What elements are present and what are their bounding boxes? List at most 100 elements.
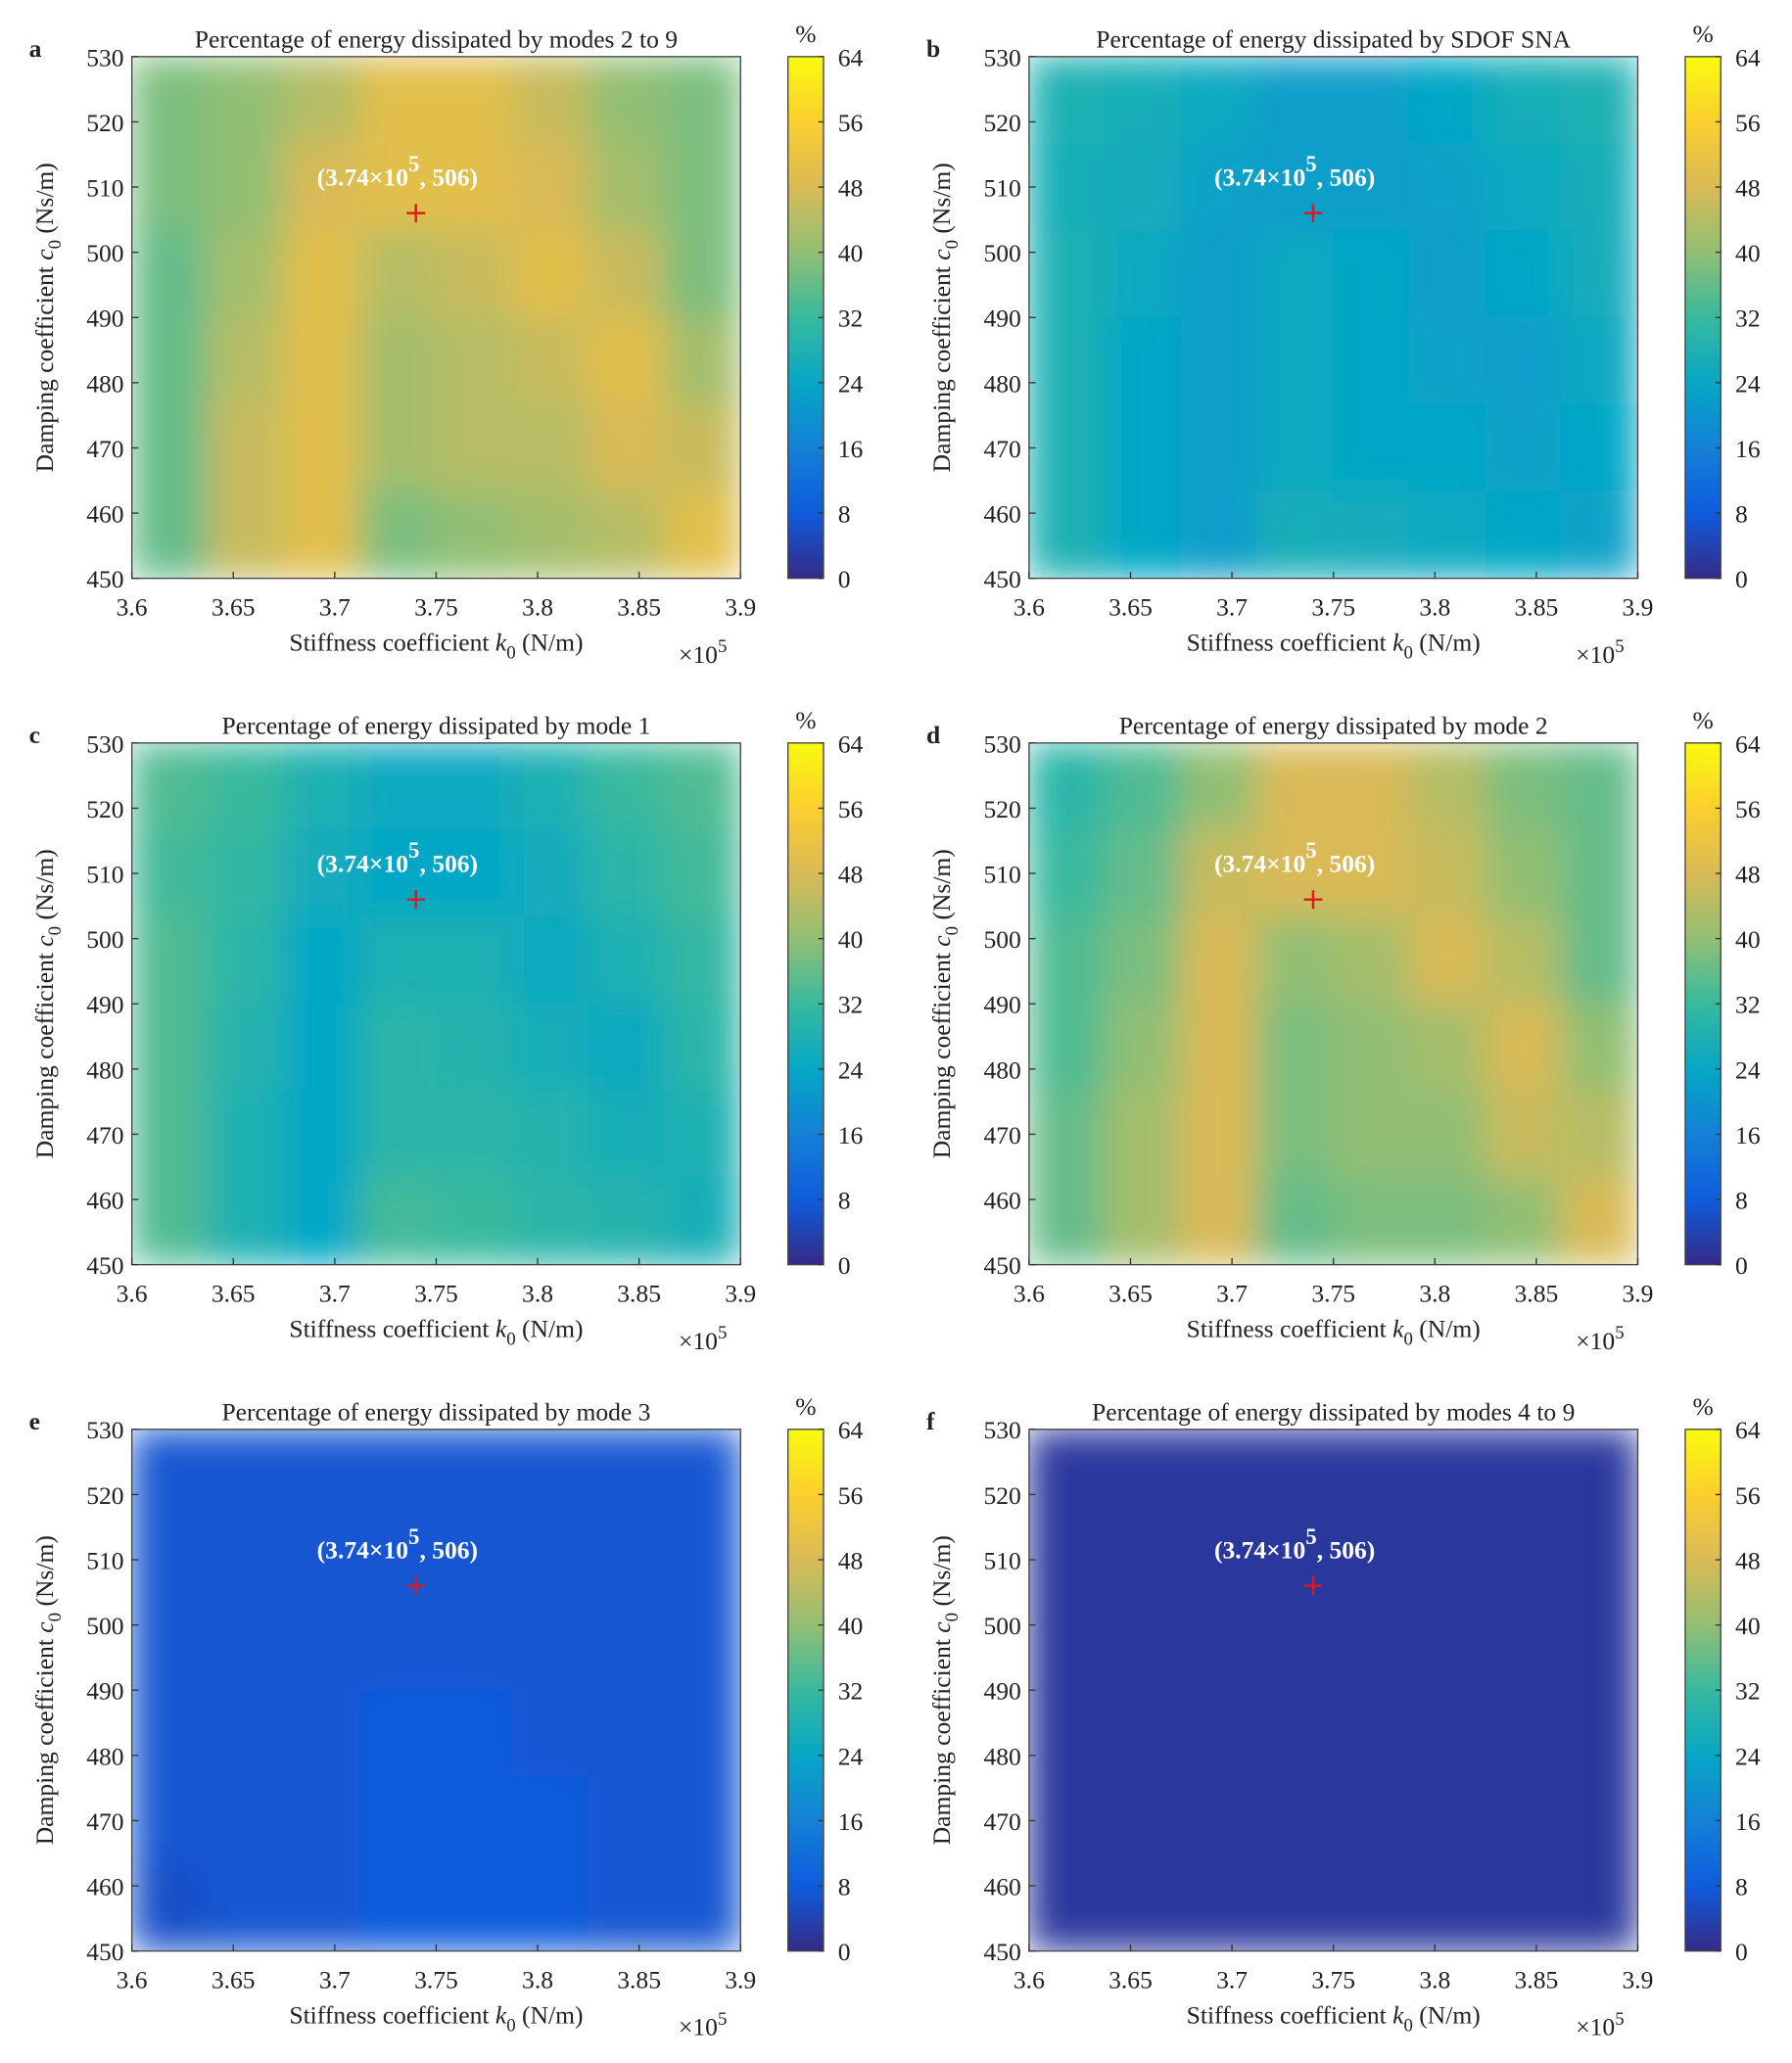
heatmap-cell [435,828,513,918]
x-axis-label-unit: (N/m) [1413,2001,1481,2030]
colorbar-tick-label: 0 [1735,1938,1748,1966]
x-axis-label-sub: 0 [1403,2016,1412,2037]
heatmap-cell [511,1090,589,1179]
colorbar-tick-label: 64 [1735,1416,1761,1444]
heatmap-cell [283,828,361,918]
heatmap-cell [1333,915,1411,1005]
heatmap-cell [207,1863,285,1951]
heatmap-cells [1028,742,1638,1265]
heatmap-cell [1485,915,1563,1005]
colorbar-tick-label: 48 [838,1546,864,1574]
colorbar-tick-label: 56 [838,795,864,823]
heatmap-cell [663,1602,741,1691]
annotation-sup: 5 [408,1524,419,1549]
heatmap-cell [435,142,513,232]
x-tick-label: 3.75 [1311,1279,1355,1307]
heatmap-cell [1180,1689,1258,1778]
x-tick-label: 3.8 [1419,592,1450,621]
heatmap-cell [283,1003,361,1092]
heatmap-cell [1104,1090,1182,1179]
heatmap-cell [663,742,741,831]
heatmap-cell [131,491,210,579]
y-tick-label: 490 [983,991,1020,1019]
x-tick-label: 3.75 [1311,592,1355,621]
x-axis-label-var: k [1392,2001,1404,2030]
y-tick-label: 530 [983,1416,1020,1444]
heatmap-cell [1333,742,1411,831]
heatmap-cell [1104,742,1182,831]
heatmap-cell [1485,229,1563,318]
x-axis-label-var: k [495,1315,507,1343]
x-tick-label: 3.7 [1216,1965,1248,1993]
colorbar-tick-label: 56 [1735,795,1761,823]
x-tick-label: 3.75 [414,592,458,621]
x-tick-label: 3.85 [1515,1965,1559,1993]
heatmap-cell [131,1429,210,1518]
heatmap-cell [207,1602,285,1691]
colorbar-tick-label: 32 [1735,1677,1761,1706]
y-tick-label: 460 [86,1186,123,1214]
heatmap-cell [1408,1177,1486,1265]
heatmap-cell [1333,56,1411,145]
x-tick-label: 3.9 [725,592,756,621]
x-tick-label: 3.8 [1419,1279,1450,1307]
heatmap-cell [1485,1602,1563,1691]
x-multiplier: ×105 [1576,2009,1624,2041]
x-tick-label: 3.65 [212,592,256,621]
heatmap-cell [1333,142,1411,232]
heatmap-cell [511,403,589,492]
heatmap-cell [1408,915,1486,1005]
x-tick-label: 3.85 [1515,592,1559,621]
x-tick-label: 3.6 [117,1965,148,1993]
heatmap-cell [1333,828,1411,918]
x-tick-label: 3.65 [1108,1965,1153,1993]
colorbar-tick-label: 40 [1735,1612,1761,1640]
colorbar [786,56,825,580]
panel-label: f [926,1407,935,1435]
colorbar-label: % [1692,706,1713,734]
heatmap-cell [663,1429,741,1518]
colorbar-tick-label: 32 [838,305,864,333]
heatmap-cell [663,1863,741,1951]
y-axis-label-sub: 0 [45,926,66,935]
heatmap-cell [588,828,666,918]
heatmap-cell [588,1689,666,1778]
heatmap-cell [663,403,741,492]
heatmap-cell [283,915,361,1005]
colorbar-tick-label: 16 [1735,1121,1761,1149]
y-tick-label: 510 [86,860,123,888]
heatmap-cell [1561,1090,1638,1179]
colorbar-tick-label: 56 [838,1481,864,1510]
heatmap-cell [1256,1090,1335,1179]
colorbar-tick-label: 32 [1735,305,1761,333]
heatmap-cell [1256,142,1335,232]
colorbar-tick-label: 64 [1735,729,1761,758]
heatmap-cell [588,742,666,831]
heatmap-cell [511,142,589,232]
colorbar-label: % [1692,20,1713,48]
heatmap-cell [1104,316,1182,405]
colorbar-tick-label: 40 [838,1612,864,1640]
heatmap-cell [283,1090,361,1179]
heatmap-cell [1561,1689,1638,1778]
heatmap-cell [1104,1602,1182,1691]
heatmap-cell [511,491,589,579]
heatmap-cell [1104,1863,1182,1951]
heatmap-cell [1104,1429,1182,1518]
colorbar-tick-label: 16 [838,435,864,463]
heatmap-cell [1408,1602,1486,1691]
y-axis-label-text: Damping coefficient [30,260,59,473]
heatmap-cell [588,403,666,492]
heatmap-cell [131,403,210,492]
x-tick-label: 3.7 [1216,1279,1248,1307]
heatmap-cell [131,915,210,1005]
heatmap-cell [359,491,438,579]
heatmap-cell [588,142,666,232]
x-axis-label-var: k [1392,1315,1404,1343]
y-tick-label: 530 [983,43,1020,71]
colorbar [786,742,825,1266]
x-multiplier-sup: 5 [718,636,727,657]
marker [1303,890,1323,910]
annotation-text: (3.74×10 [1214,1536,1305,1565]
